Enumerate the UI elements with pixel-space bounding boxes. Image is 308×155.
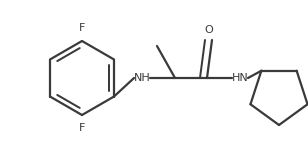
Text: F: F <box>79 23 85 33</box>
Text: F: F <box>79 123 85 133</box>
Text: HN: HN <box>232 73 248 83</box>
Text: O: O <box>205 25 213 35</box>
Text: NH: NH <box>134 73 150 83</box>
